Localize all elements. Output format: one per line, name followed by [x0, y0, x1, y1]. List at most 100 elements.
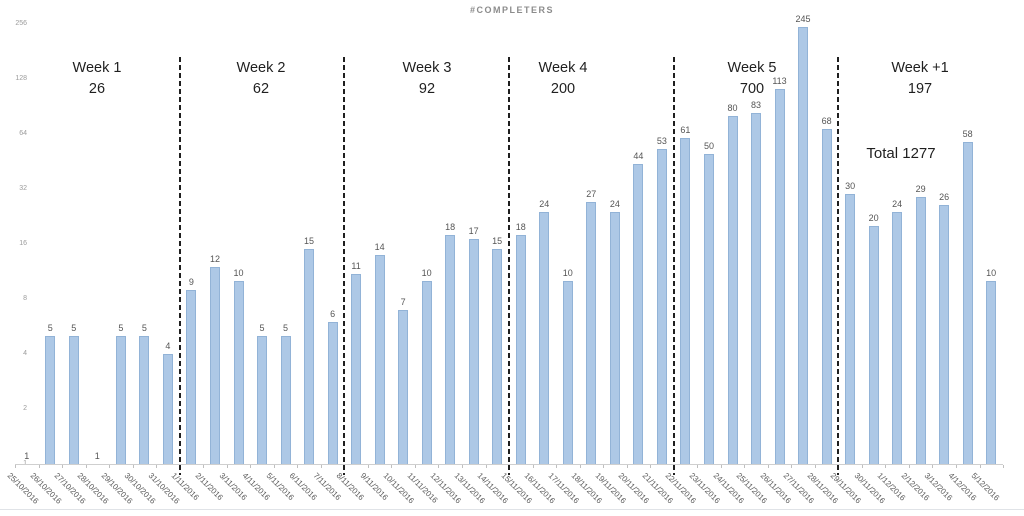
- week-annotation-count: 200: [550, 81, 576, 97]
- bar-value-label: 12: [209, 254, 220, 264]
- x-axis-tick: [956, 465, 957, 468]
- x-axis-tick: [367, 465, 369, 468]
- week-annotation-label: Week 5: [727, 60, 777, 76]
- x-axis-tick: [1003, 465, 1004, 468]
- x-axis-tick: [226, 465, 228, 468]
- bar-value-label: 10: [562, 268, 573, 278]
- bar: [845, 194, 856, 464]
- x-axis-tick: [697, 465, 699, 468]
- week-annotation-label: Week +1: [891, 60, 949, 76]
- week-annotation-label: Week 2: [236, 60, 286, 76]
- week-separator-line: [343, 57, 346, 475]
- bar: [868, 226, 879, 464]
- bar: [492, 249, 503, 464]
- x-axis-tick: [485, 465, 487, 468]
- x-axis-tick: [626, 465, 628, 468]
- week-annotation: Week 2 62: [237, 58, 286, 100]
- bar-value-label: 15: [492, 236, 503, 246]
- bar-value-label: 1: [94, 451, 100, 461]
- bar-value-label: 68: [821, 116, 832, 126]
- y-axis-tick-label: 2: [23, 405, 27, 412]
- y-axis-tick-label: 32: [19, 185, 27, 192]
- x-axis-tick: [932, 465, 934, 468]
- bar: [398, 310, 409, 464]
- bar: [374, 255, 385, 464]
- bar: [186, 290, 197, 464]
- bar: [962, 142, 973, 464]
- bar-value-label: 24: [539, 199, 550, 209]
- bar-value-label: 5: [282, 323, 288, 333]
- x-axis-tick: [414, 465, 416, 468]
- bar-value-label: 30: [845, 181, 856, 191]
- bar: [421, 281, 432, 464]
- week-annotation-count: 700: [739, 81, 765, 97]
- bar-value-label: 5: [118, 323, 124, 333]
- bar-value-label: 10: [233, 268, 244, 278]
- bar: [633, 164, 644, 464]
- x-axis-tick: [791, 465, 793, 468]
- bar-value-label: 113: [772, 76, 787, 86]
- bar: [257, 336, 267, 464]
- bar: [939, 205, 950, 464]
- week-annotation: Week 4 200: [539, 58, 588, 100]
- bar: [445, 235, 456, 464]
- bar-value-label: 44: [633, 151, 644, 161]
- bar-value-label: 245: [795, 14, 811, 24]
- week-separator-line: [837, 57, 840, 475]
- week-annotation: Week 5 700: [728, 58, 777, 100]
- x-axis-tick: [861, 465, 863, 468]
- x-axis-tick: [556, 465, 557, 468]
- x-axis-tick: [885, 465, 887, 468]
- bar-value-label: 24: [892, 199, 903, 209]
- x-axis-tick: [132, 465, 134, 468]
- x-axis-tick: [297, 465, 299, 468]
- bar-value-label: 20: [868, 213, 879, 223]
- bar: [304, 249, 314, 464]
- week-annotation-count: 62: [252, 81, 270, 97]
- bar-value-label: 18: [515, 222, 526, 232]
- week-separator-line: [672, 57, 675, 475]
- week-annotation-label: Week 1: [72, 60, 122, 76]
- bar: [280, 336, 291, 464]
- y-axis-tick-label: 8: [23, 295, 27, 302]
- bar-value-label: 4: [165, 341, 171, 351]
- y-axis-tick-label: 256: [15, 20, 27, 27]
- bar: [798, 27, 808, 464]
- bar: [727, 116, 738, 464]
- y-axis-tick-label: 64: [19, 130, 27, 137]
- bar-value-label: 26: [939, 192, 950, 202]
- bar: [210, 267, 220, 464]
- week-annotation-label: Week 3: [402, 60, 452, 76]
- x-axis-tick: [85, 465, 87, 468]
- bar: [327, 322, 338, 464]
- x-axis-tick: [979, 465, 981, 468]
- bar-value-label: 14: [374, 242, 385, 252]
- week-annotation: Week +1 197: [891, 58, 948, 100]
- x-axis-tick: [814, 465, 816, 468]
- x-axis-tick: [203, 465, 205, 468]
- bar-value-label: 80: [727, 103, 738, 113]
- total-annotation: Total 1277: [866, 145, 936, 162]
- y-axis-tick-label: 4: [23, 350, 27, 357]
- bar-value-label: 5: [71, 323, 77, 333]
- bar-value-label: 5: [259, 323, 265, 333]
- bar: [586, 202, 597, 464]
- x-axis-tick: [62, 465, 63, 468]
- bar-value-label: 83: [750, 100, 761, 110]
- x-axis-tick: [579, 465, 581, 468]
- bar-value-label: 7: [400, 297, 406, 307]
- bar: [515, 235, 526, 464]
- bar: [468, 239, 479, 464]
- bar-value-label: 24: [609, 199, 620, 209]
- bar: [562, 281, 573, 464]
- x-axis-tick: [320, 465, 322, 468]
- chart-title: #COMPLETERS: [469, 5, 554, 15]
- bar: [139, 336, 150, 464]
- bar: [656, 149, 667, 464]
- x-axis-tick: [15, 465, 16, 468]
- x-axis-tick: [156, 465, 158, 468]
- bar-value-label: 5: [47, 323, 53, 333]
- x-axis-tick: [109, 465, 111, 468]
- bar: [115, 336, 126, 464]
- bar-value-label: 17: [468, 226, 479, 236]
